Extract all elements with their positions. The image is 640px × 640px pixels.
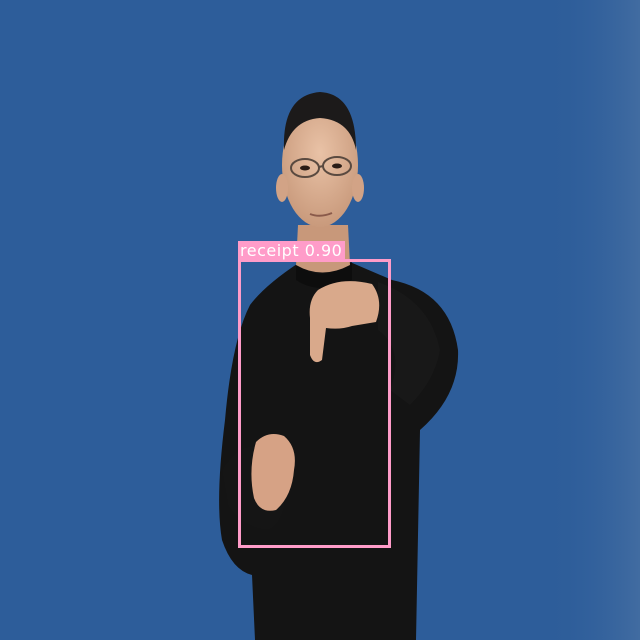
mouth: [309, 212, 333, 217]
head: [282, 103, 358, 227]
detection-class: receipt: [240, 241, 300, 260]
right-ear: [352, 174, 364, 202]
upper-hand: [309, 281, 380, 363]
shirt-collar: [296, 262, 352, 288]
hair: [283, 92, 356, 150]
lower-fist: [251, 434, 295, 511]
glasses: [290, 156, 352, 178]
detection-confidence: 0.90: [304, 241, 343, 260]
right-arm-sleeve: [378, 282, 440, 405]
left-ear: [276, 174, 288, 202]
detection-label: receipt 0.90: [238, 241, 346, 260]
